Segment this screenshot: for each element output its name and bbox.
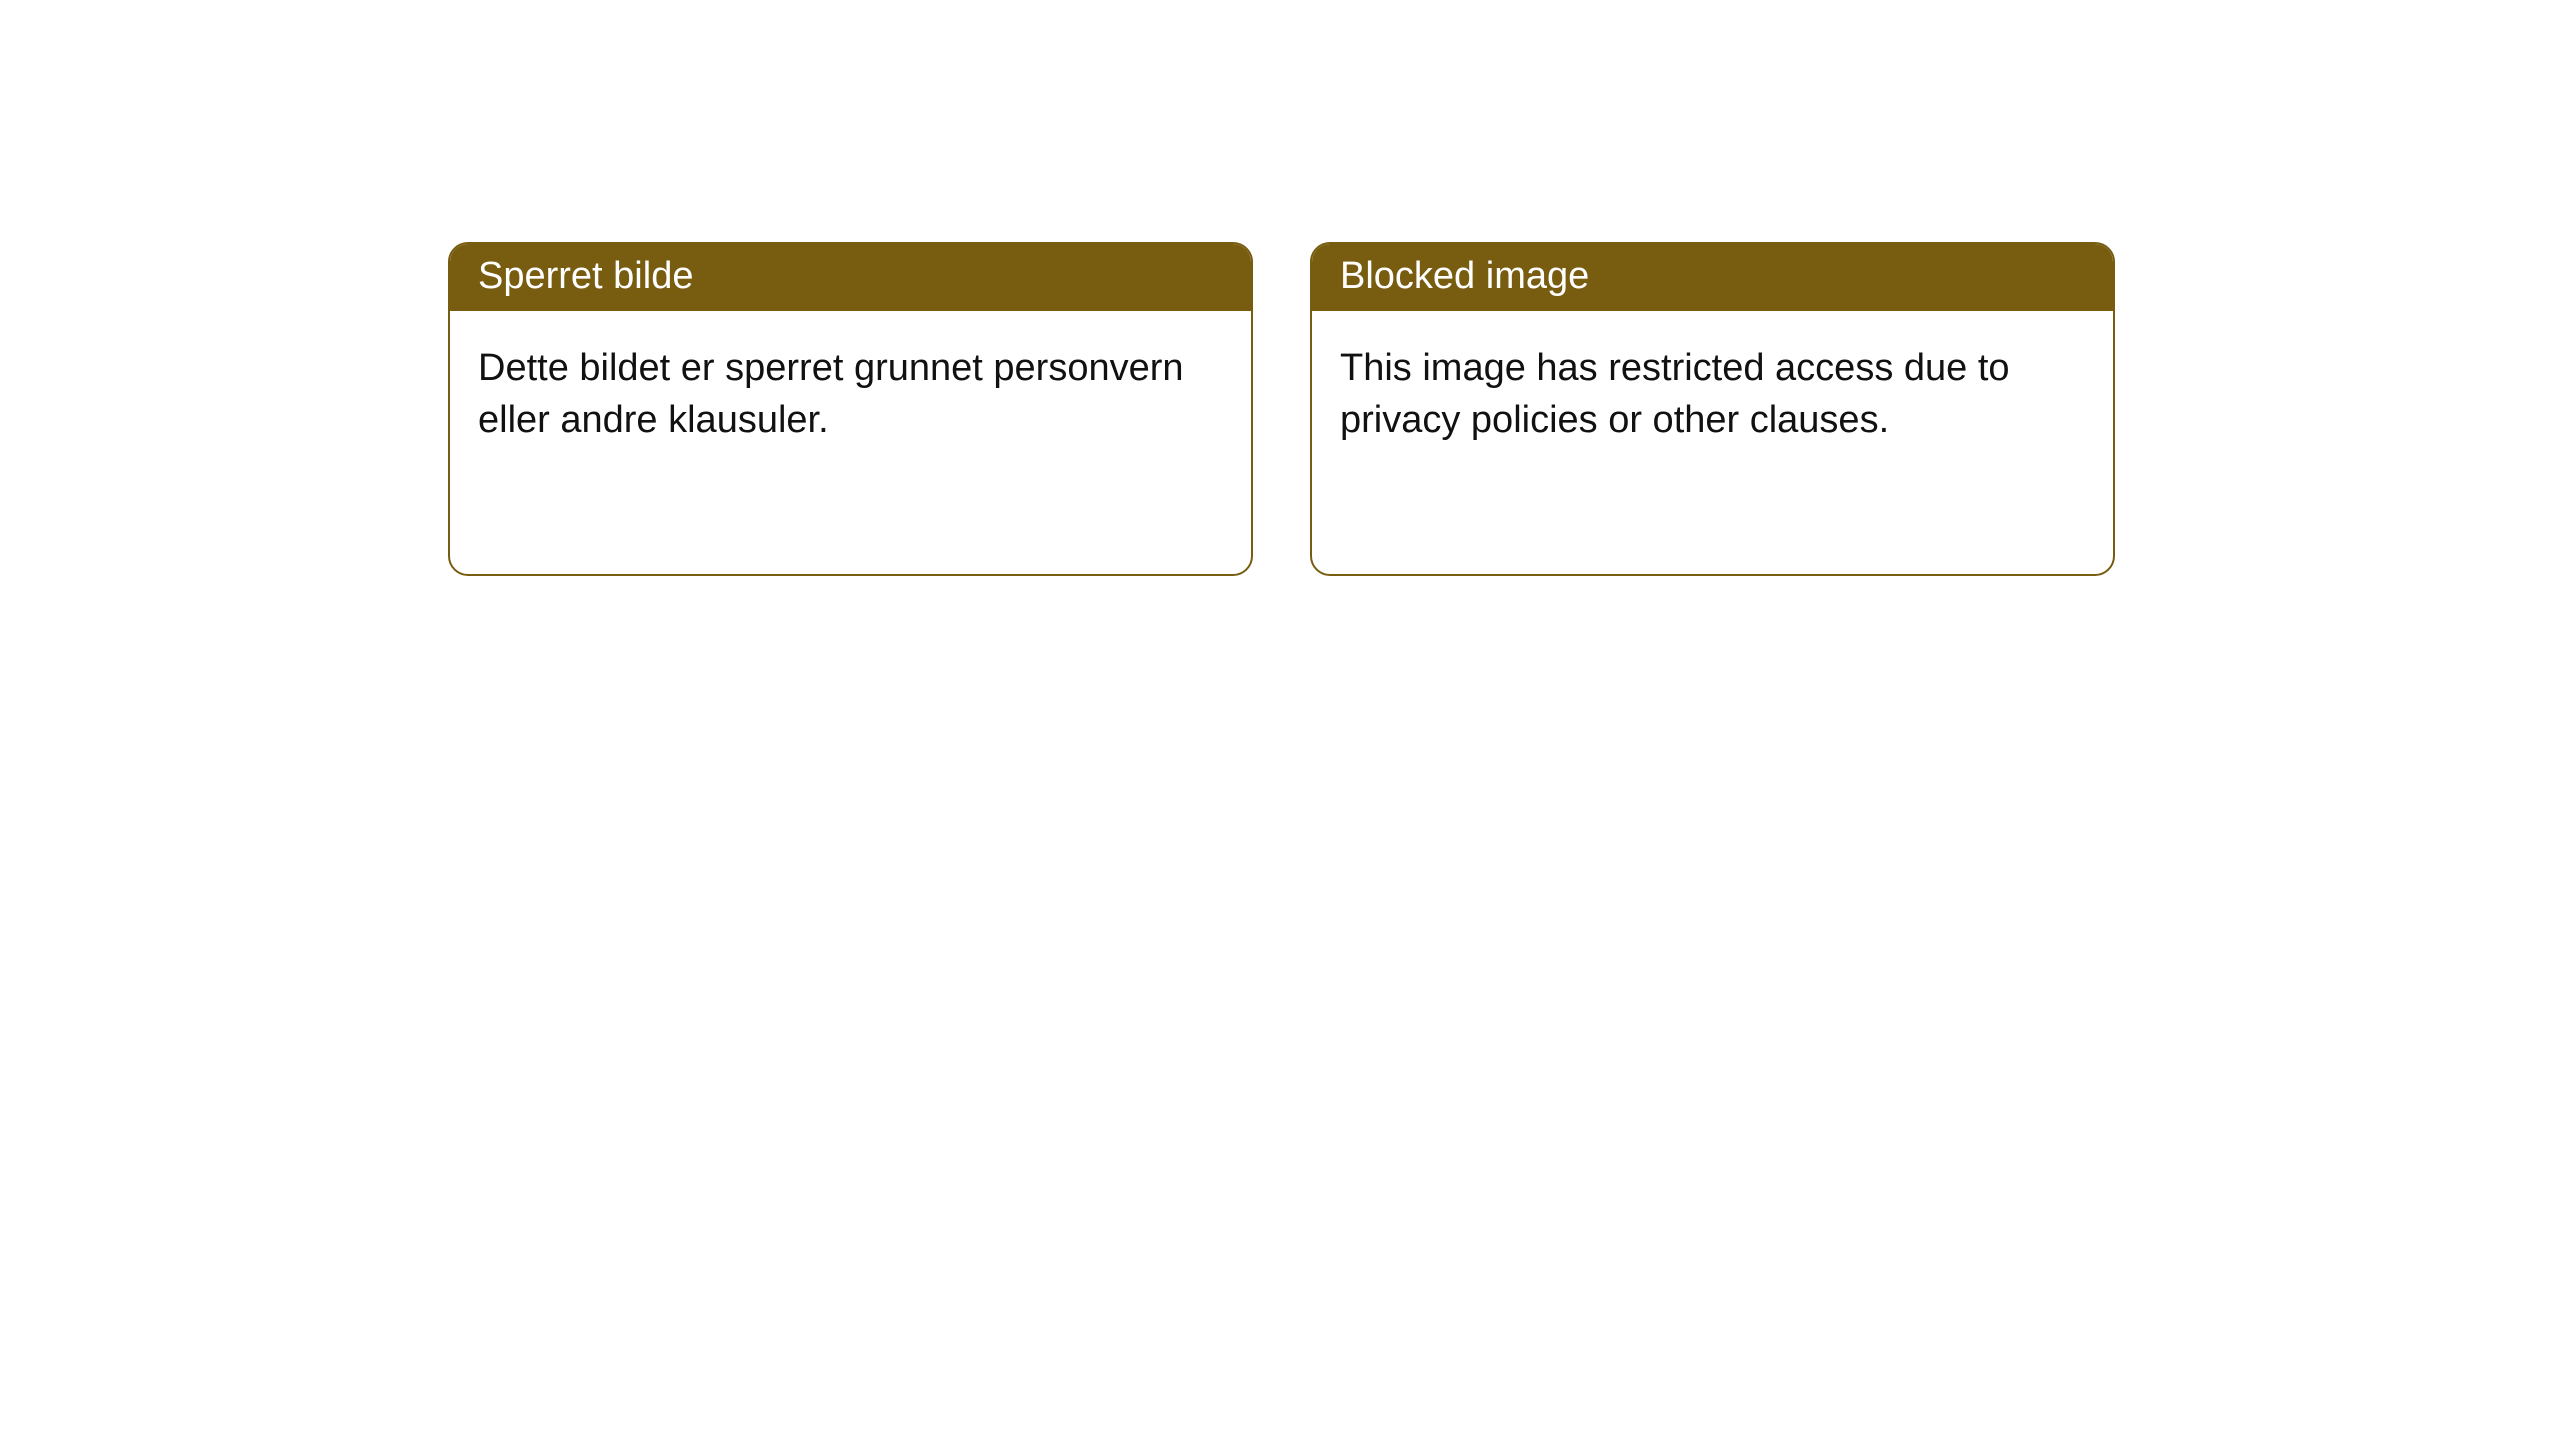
notice-header-no: Sperret bilde [450, 244, 1251, 311]
notice-body-en: This image has restricted access due to … [1312, 311, 2113, 478]
notice-card-no: Sperret bilde Dette bildet er sperret gr… [448, 242, 1253, 576]
notice-card-en: Blocked image This image has restricted … [1310, 242, 2115, 576]
notice-header-en: Blocked image [1312, 244, 2113, 311]
notice-container: Sperret bilde Dette bildet er sperret gr… [448, 242, 2115, 576]
notice-body-no: Dette bildet er sperret grunnet personve… [450, 311, 1251, 478]
